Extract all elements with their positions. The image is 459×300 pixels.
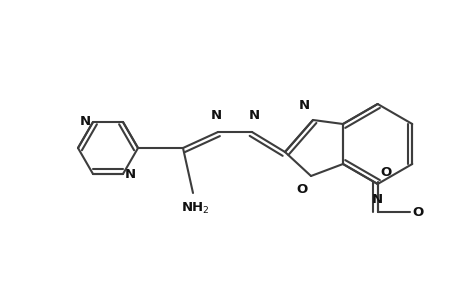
Text: N: N [210,109,221,122]
Text: O: O [380,166,391,179]
Text: O: O [412,206,423,218]
Text: N: N [298,99,309,112]
Text: N: N [371,193,382,206]
Text: O: O [296,183,308,196]
Text: N: N [80,115,91,128]
Text: NH$_2$: NH$_2$ [180,201,209,216]
Text: N: N [125,169,136,182]
Text: N: N [248,109,259,122]
